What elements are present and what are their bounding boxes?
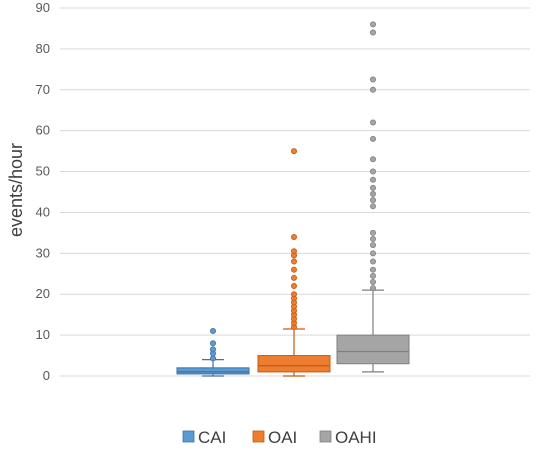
outlier-point — [290, 148, 297, 155]
legend: CAI OAI OAHI — [182, 428, 377, 447]
outlier-point — [369, 76, 376, 83]
outlier-point — [369, 266, 376, 273]
outlier-point — [290, 233, 297, 240]
y-axis-label: events/hour — [6, 143, 26, 237]
outlier-point — [369, 176, 376, 183]
legend-swatch — [182, 430, 195, 443]
outlier-point — [369, 197, 376, 204]
y-axis-ticks: 0 10 20 30 40 50 60 70 80 90 — [36, 0, 50, 383]
outlier-point — [369, 203, 376, 210]
outlier-point — [290, 258, 297, 265]
outlier-point — [369, 285, 376, 292]
box-iqr — [176, 367, 250, 375]
legend-item-cai: CAI — [182, 428, 226, 447]
legend-swatch — [319, 430, 332, 443]
outlier-point — [369, 229, 376, 236]
legend-item-oahi: OAHI — [319, 428, 377, 447]
outlier-point — [290, 274, 297, 281]
y-tick-label: 0 — [43, 368, 50, 383]
y-tick-label: 50 — [36, 164, 50, 179]
box-iqr — [257, 355, 331, 373]
outlier-point — [369, 29, 376, 36]
outlier-point — [369, 21, 376, 28]
outlier-point — [369, 168, 376, 175]
legend-label: OAHI — [335, 428, 377, 447]
box-series — [176, 21, 410, 377]
outlier-point — [369, 242, 376, 249]
outlier-point — [369, 272, 376, 279]
box-iqr — [336, 334, 410, 365]
legend-label: CAI — [198, 428, 226, 447]
y-tick-label: 10 — [36, 327, 50, 342]
y-tick-label: 90 — [36, 0, 50, 15]
outlier-point — [290, 291, 297, 298]
outlier-point — [369, 119, 376, 126]
y-tick-label: 70 — [36, 82, 50, 97]
outlier-point — [209, 340, 216, 347]
y-tick-label: 20 — [36, 286, 50, 301]
outlier-point — [369, 156, 376, 163]
y-tick-label: 40 — [36, 204, 50, 219]
y-tick-label: 30 — [36, 245, 50, 260]
box-oai — [257, 148, 331, 377]
outlier-point — [369, 135, 376, 142]
outlier-point — [369, 184, 376, 191]
outlier-point — [209, 328, 216, 335]
outlier-point — [369, 191, 376, 198]
box-oahi — [336, 21, 410, 373]
outlier-point — [290, 248, 297, 255]
y-tick-label: 80 — [36, 41, 50, 56]
outlier-point — [290, 283, 297, 290]
y-tick-label: 60 — [36, 123, 50, 138]
gridlines — [60, 7, 530, 377]
legend-swatch — [252, 430, 265, 443]
outlier-point — [369, 258, 376, 265]
outlier-point — [369, 86, 376, 93]
outlier-point — [209, 355, 216, 362]
box-cai — [176, 328, 250, 377]
legend-label: OAI — [268, 428, 297, 447]
outlier-point — [209, 346, 216, 353]
outlier-point — [369, 236, 376, 243]
outlier-point — [290, 266, 297, 273]
outlier-point — [369, 278, 376, 285]
legend-item-oai: OAI — [252, 428, 297, 447]
outlier-point — [369, 250, 376, 257]
